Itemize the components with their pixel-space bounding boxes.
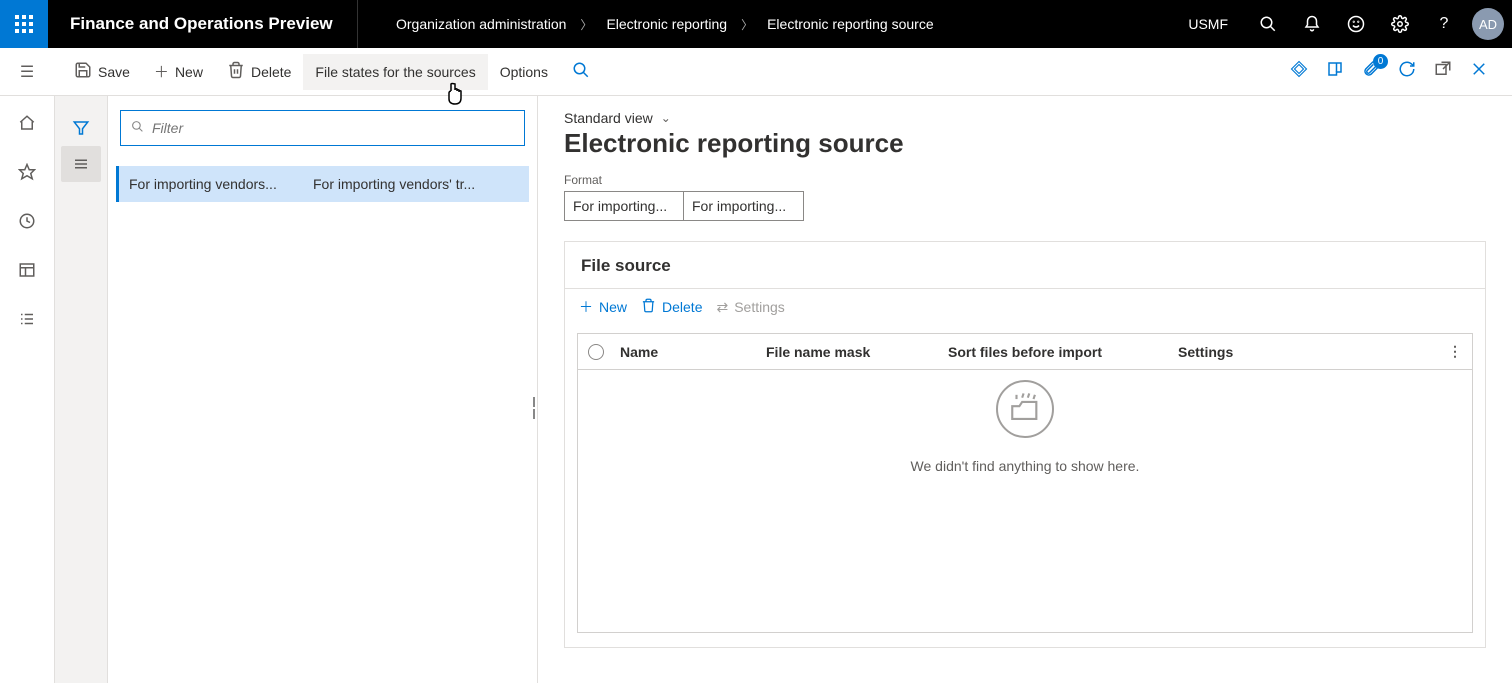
app-title: Finance and Operations Preview (48, 0, 358, 48)
save-label: Save (98, 64, 130, 80)
topbar-right: USMF ? AD (1170, 0, 1512, 48)
list-panel: For importing vendors... For importing v… (108, 96, 538, 683)
format-lookup-group: For importing... For importing... (564, 191, 1486, 221)
options-button[interactable]: Options (488, 54, 560, 90)
search-icon (131, 120, 144, 136)
grid-menu-icon[interactable]: ⋮ (1448, 343, 1462, 360)
settings-icon[interactable] (1378, 0, 1422, 48)
dataverse-icon[interactable] (1290, 60, 1308, 83)
delete-button[interactable]: Delete (215, 54, 303, 90)
file-source-card: File source ＋ New Delete ⇄ Settings (564, 241, 1486, 648)
col-sort[interactable]: Sort files before import (948, 344, 1178, 360)
list-row-selected[interactable]: For importing vendors... For importing v… (116, 166, 529, 202)
options-label: Options (500, 64, 548, 80)
file-states-label: File states for the sources (315, 64, 475, 80)
related-lines-icon[interactable] (61, 146, 101, 182)
filter-box[interactable] (120, 110, 525, 146)
grid-empty-state: We didn't find anything to show here. (578, 370, 1472, 632)
save-button[interactable]: Save (62, 54, 142, 90)
grid-header: Name File name mask Sort files before im… (578, 334, 1472, 370)
format-value-1[interactable]: For importing... (564, 191, 684, 221)
save-icon (74, 61, 92, 83)
popout-icon[interactable] (1434, 60, 1452, 83)
plus-icon: ＋ (579, 297, 593, 317)
delete-label: Delete (251, 64, 291, 80)
company-selector[interactable]: USMF (1170, 16, 1246, 32)
attach-badge: 0 (1373, 54, 1388, 69)
attachments-button[interactable]: 0 (1362, 60, 1380, 83)
empty-text: We didn't find anything to show here. (911, 458, 1140, 474)
close-icon[interactable] (1470, 60, 1488, 83)
help-icon[interactable]: ? (1422, 0, 1466, 48)
command-bar-row: ☰ Save ＋ New Delete File states for the … (0, 48, 1512, 96)
list-cell: For importing vendors' tr... (313, 176, 519, 192)
chevron-down-icon: ⌄ (661, 111, 671, 125)
new-label: New (175, 64, 203, 80)
user-avatar[interactable]: AD (1472, 8, 1504, 40)
empty-icon (996, 380, 1054, 438)
card-new-label: New (599, 299, 627, 315)
card-settings-button[interactable]: ⇄ Settings (716, 299, 784, 316)
detail-panel: Standard view ⌄ Electronic reporting sou… (538, 96, 1512, 683)
refresh-icon[interactable] (1398, 60, 1416, 83)
card-settings-label: Settings (734, 299, 785, 315)
favorite-icon[interactable] (18, 163, 36, 186)
col-name[interactable]: Name (620, 344, 766, 360)
card-new-button[interactable]: ＋ New (579, 297, 627, 317)
recent-icon[interactable] (18, 212, 36, 235)
trash-icon (227, 61, 245, 83)
modules-icon[interactable] (18, 310, 36, 333)
col-settings[interactable]: Settings (1178, 344, 1462, 360)
card-toolbar: ＋ New Delete ⇄ Settings (565, 289, 1485, 325)
file-states-button[interactable]: File states for the sources (303, 54, 487, 90)
nav-rail (0, 96, 54, 683)
swap-icon: ⇄ (716, 299, 728, 316)
trash-icon (641, 298, 656, 316)
hamburger-icon: ☰ (20, 62, 34, 82)
card-title: File source (565, 242, 1485, 288)
open-in-office-icon[interactable] (1326, 60, 1344, 83)
breadcrumb-item[interactable]: Electronic reporting (606, 16, 727, 32)
list-cell: For importing vendors... (129, 176, 299, 192)
breadcrumb-item[interactable]: Organization administration (396, 16, 566, 32)
col-mask[interactable]: File name mask (766, 344, 948, 360)
field-label-format: Format (564, 173, 1486, 187)
file-source-grid: Name File name mask Sort files before im… (577, 333, 1473, 633)
topbar: Finance and Operations Preview Organizat… (0, 0, 1512, 48)
chevron-right-icon: 〉 (741, 16, 753, 33)
nav-toggle[interactable]: ☰ (0, 48, 54, 96)
plus-icon: ＋ (154, 61, 169, 82)
waffle-icon (15, 15, 33, 33)
command-search-button[interactable] (560, 54, 602, 90)
filter-input[interactable] (152, 120, 514, 136)
chevron-right-icon: 〉 (580, 16, 592, 33)
command-bar-right: 0 (1290, 60, 1504, 83)
page-title: Electronic reporting source (564, 128, 1486, 159)
main: For importing vendors... For importing v… (0, 96, 1512, 683)
home-icon[interactable] (18, 114, 36, 137)
breadcrumb: Organization administration 〉 Electronic… (358, 16, 934, 33)
new-button[interactable]: ＋ New (142, 54, 215, 90)
notifications-icon[interactable] (1290, 0, 1334, 48)
breadcrumb-item[interactable]: Electronic reporting source (767, 16, 934, 32)
view-selector[interactable]: Standard view ⌄ (564, 110, 1486, 126)
filter-pane-icon[interactable] (61, 110, 101, 146)
side-rail (54, 96, 108, 683)
card-delete-label: Delete (662, 299, 702, 315)
search-icon (572, 61, 590, 83)
format-value-2[interactable]: For importing... (684, 191, 804, 221)
workspaces-icon[interactable] (18, 261, 36, 284)
app-launcher-button[interactable] (0, 0, 48, 48)
select-all[interactable] (588, 344, 620, 360)
feedback-icon[interactable] (1334, 0, 1378, 48)
card-delete-button[interactable]: Delete (641, 298, 702, 316)
view-name: Standard view (564, 110, 653, 126)
search-icon[interactable] (1246, 0, 1290, 48)
command-bar: Save ＋ New Delete File states for the so… (54, 48, 1512, 95)
